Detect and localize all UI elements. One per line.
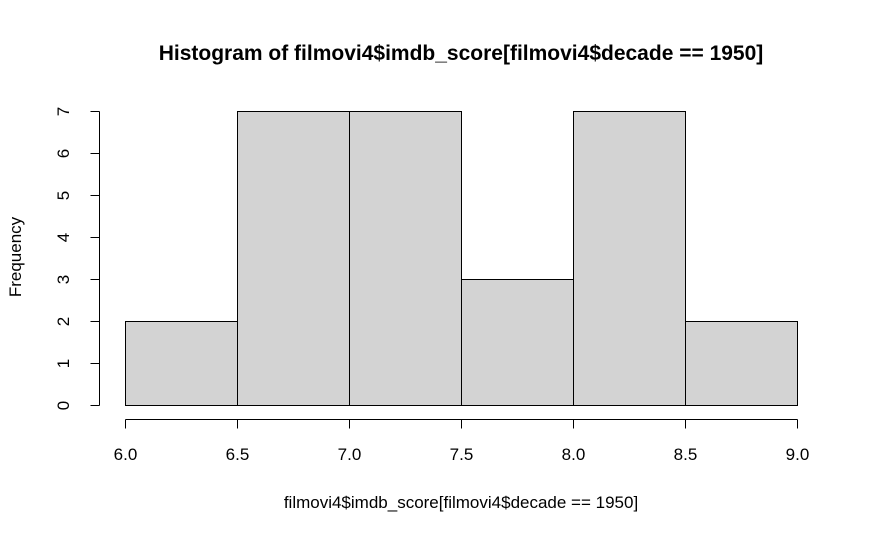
x-axis: 6.0 6.5 7.0 7.5 8.0 8.5 9.0 <box>114 419 810 464</box>
bars-group <box>125 111 798 406</box>
x-tick-label: 7.0 <box>338 445 362 464</box>
histogram-bar <box>237 111 350 406</box>
y-tick-label: 2 <box>54 317 73 326</box>
histogram-bar <box>573 111 686 406</box>
x-tick-label: 8.0 <box>562 445 586 464</box>
x-tick-label: 7.5 <box>450 445 474 464</box>
histogram-bar <box>685 321 798 406</box>
y-tick-label: 3 <box>54 275 73 284</box>
y-tick-label: 7 <box>54 107 73 116</box>
y-tick-label: 4 <box>54 233 73 242</box>
histogram-bar <box>349 111 462 406</box>
x-tick-label: 6.0 <box>114 445 138 464</box>
y-tick-label: 1 <box>54 359 73 368</box>
chart-title: Histogram of filmovi4$imdb_score[filmovi… <box>159 42 764 65</box>
y-tick-label: 5 <box>54 191 73 200</box>
x-tick-label: 6.5 <box>226 445 250 464</box>
histogram-bar <box>461 279 574 406</box>
x-axis-title: filmovi4$imdb_score[filmovi4$decade == 1… <box>284 493 638 512</box>
y-axis-title: Frequency <box>6 216 25 297</box>
y-tick-label: 0 <box>54 401 73 410</box>
histogram-bar <box>125 321 238 406</box>
y-axis: 0 1 2 3 4 5 6 7 <box>54 107 100 410</box>
x-tick-label: 9.0 <box>786 445 810 464</box>
y-tick-label: 6 <box>54 149 73 158</box>
x-tick-label: 8.5 <box>674 445 698 464</box>
